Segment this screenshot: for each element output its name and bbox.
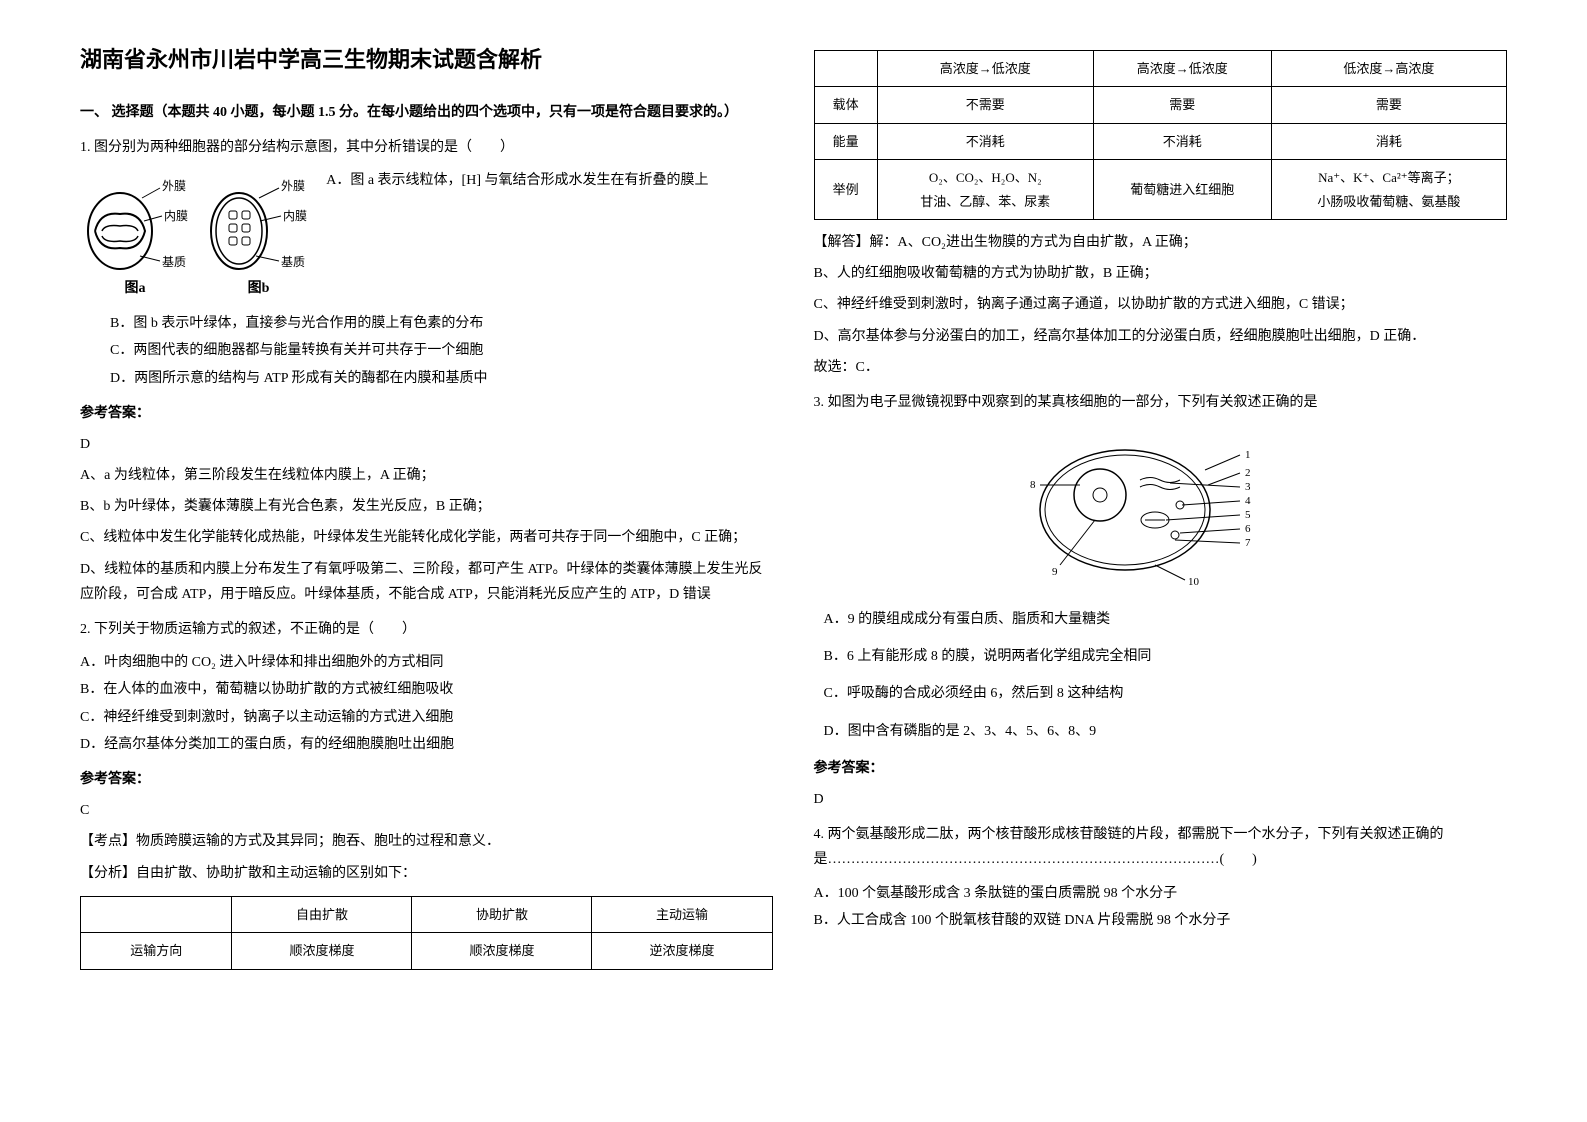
q1-opt-a: A．图 a 表示线粒体，[H] 与氧结合形成水发生在有折叠的膜上 [326,173,708,188]
t2-r0c3: 需要 [1271,87,1506,123]
q2-opt-c: C．神经纤维受到刺激时，钠离子以主动运输的方式进入细胞 [80,705,773,730]
t2-h2: 高浓度→低浓度 [1093,51,1271,87]
q3-answer: D [814,787,1508,812]
q2-stem: 2. 下列关于物质运输方式的叙述，不正确的是（ ） [80,617,773,642]
label-outer-a: 外膜 [162,179,186,193]
t1-r0c2: 顺浓度梯度 [412,933,592,969]
q3-n3: 3 [1245,481,1251,493]
q4-opt-a: A．100 个氨基酸形成含 3 条肽链的蛋白质需脱 98 个水分子 [814,881,1508,906]
t1-h3: 主动运输 [592,896,772,932]
t2-r1c0: 能量 [814,123,877,159]
figure-b: 外膜 内膜 基质 图b [204,176,314,301]
t2-r2c2: 葡萄糖进入红细胞 [1093,160,1271,220]
t2-h0 [814,51,877,87]
q4-opt-b: B．人工合成含 100 个脱氧核苷酸的双链 DNA 片段需脱 98 个水分子 [814,908,1508,933]
q4-stem: 4. 两个氨基酸形成二肽，两个核苷酸形成核苷酸链的片段，都需脱下一个水分子，下列… [814,822,1508,872]
label-matrix-a: 基质 [162,255,186,269]
q3-n1: 1 [1245,449,1251,461]
q1-opt-c: C．两图代表的细胞器都与能量转换有关并可共存于一个细胞 [110,338,773,363]
q1-explain-2: C、线粒体中发生化学能转化成热能，叶绿体发生光能转化成化学能，两者可共存于同一个… [80,525,773,550]
figure-b-caption: 图b [204,276,314,301]
label-inner-a: 内膜 [164,209,188,223]
q3-opt-b: B．6 上有能形成 8 的膜，说明两者化学组成完全相同 [824,644,1508,669]
t1-r0c0: 运输方向 [81,933,232,969]
q3-n5: 5 [1245,509,1251,521]
t2-r2c3: Na⁺、K⁺、Ca²⁺等离子； 小肠吸收葡萄糖、氨基酸 [1271,160,1506,220]
q2-jieda-4: 故选：C． [814,355,1508,380]
t1-r0c3: 逆浓度梯度 [592,933,772,969]
q1-opt-b: B．图 b 表示叶绿体，直接参与光合作用的膜上有色素的分布 [110,311,773,336]
q2-fenxi: 【分析】自由扩散、协助扩散和主动运输的区别如下： [80,861,773,886]
q2-table2: 高浓度→低浓度 高浓度→低浓度 低浓度→高浓度 载体 不需要 需要 需要 能量 … [814,50,1508,220]
q1-answer: D [80,432,773,457]
q3-opt-c: C．呼吸酶的合成必须经由 6，然后到 8 这种结构 [824,681,1508,706]
q3-opt-a: A．9 的膜组成成分有蛋白质、脂质和大量糖类 [824,607,1508,632]
label-matrix-b: 基质 [281,255,305,269]
q1-explain-3: D、线粒体的基质和内膜上分布发生了有氧呼吸第二、三阶段，都可产生 ATP。叶绿体… [80,557,773,607]
figure-a: 外膜 内膜 基质 图a [80,176,190,301]
q3-n7: 7 [1245,537,1251,549]
q3-n8: 8 [1030,479,1036,491]
q2-opt-d: D．经高尔基体分类加工的蛋白质，有的经细胞膜胞吐出细胞 [80,732,773,757]
q2-table1: 自由扩散 协助扩散 主动运输 运输方向 顺浓度梯度 顺浓度梯度 逆浓度梯度 [80,896,773,970]
q3-figure: 1 2 3 4 5 6 7 8 9 10 [1030,425,1290,595]
t2-r2c0: 举例 [814,160,877,220]
q3-n10: 10 [1188,576,1200,588]
t2-h1: 高浓度→低浓度 [877,51,1093,87]
label-inner-b: 内膜 [283,209,307,223]
q1-answer-label: 参考答案： [80,401,773,426]
figure-a-caption: 图a [80,276,190,301]
t2-r1c2: 不消耗 [1093,123,1271,159]
t1-r0c1: 顺浓度梯度 [232,933,412,969]
t1-h2: 协助扩散 [412,896,592,932]
q1-opt-d: D．两图所示意的结构与 ATP 形成有关的酶都在内膜和基质中 [110,366,773,391]
t2-r1c3: 消耗 [1271,123,1506,159]
q1-explain-0: A、a 为线粒体，第三阶段发生在线粒体内膜上，A 正确； [80,463,773,488]
t1-h0 [81,896,232,932]
q2-answer: C [80,798,773,823]
q2-answer-label: 参考答案： [80,767,773,792]
q2-jieda-2: C、神经纤维受到刺激时，钠离子通过离子通道，以协助扩散的方式进入细胞，C 错误； [814,292,1508,317]
q1-stem: 1. 图分别为两种细胞器的部分结构示意图，其中分析错误的是（ ） [80,135,773,160]
t2-r2c1: O₂、CO₂、H₂O、N₂ 甘油、乙醇、苯、尿素 [877,160,1093,220]
t2-h3: 低浓度→高浓度 [1271,51,1506,87]
q1-explain-1: B、b 为叶绿体，类囊体薄膜上有光合色素，发生光反应，B 正确； [80,494,773,519]
q3-n9: 9 [1052,566,1058,578]
q2-opt-a: A．叶肉细胞中的 CO₂ 进入叶绿体和排出细胞外的方式相同 [80,650,773,675]
q3-n4: 4 [1245,495,1251,507]
q2-jieda-0: 【解答】解：A、CO₂进出生物膜的方式为自由扩散，A 正确； [814,230,1508,255]
t2-r0c0: 载体 [814,87,877,123]
label-outer-b: 外膜 [281,179,305,193]
q2-jieda-1: B、人的红细胞吸收葡萄糖的方式为协助扩散，B 正确； [814,261,1508,286]
q2-opt-b: B．在人体的血液中，葡萄糖以协助扩散的方式被红细胞吸收 [80,677,773,702]
q3-n6: 6 [1245,523,1251,535]
q3-n2: 2 [1245,467,1251,479]
q3-stem: 3. 如图为电子显微镜视野中观察到的某真核细胞的一部分，下列有关叙述正确的是 [814,390,1508,415]
t1-h1: 自由扩散 [232,896,412,932]
q3-answer-label: 参考答案： [814,756,1508,781]
t2-r0c2: 需要 [1093,87,1271,123]
section-head: 一、 选择题（本题共 40 小题，每小题 1.5 分。在每小题给出的四个选项中，… [80,100,773,125]
page-title: 湖南省永州市川岩中学高三生物期末试题含解析 [80,40,773,80]
t2-r0c1: 不需要 [877,87,1093,123]
t2-r1c1: 不消耗 [877,123,1093,159]
q2-kaodian: 【考点】物质跨膜运输的方式及其异同；胞吞、胞吐的过程和意义． [80,829,773,854]
q3-opt-d: D．图中含有磷脂的是 2、3、4、5、6、8、9 [824,719,1508,744]
q2-jieda-3: D、高尔基体参与分泌蛋白的加工，经高尔基体加工的分泌蛋白质，经细胞膜胞吐出细胞，… [814,324,1508,349]
